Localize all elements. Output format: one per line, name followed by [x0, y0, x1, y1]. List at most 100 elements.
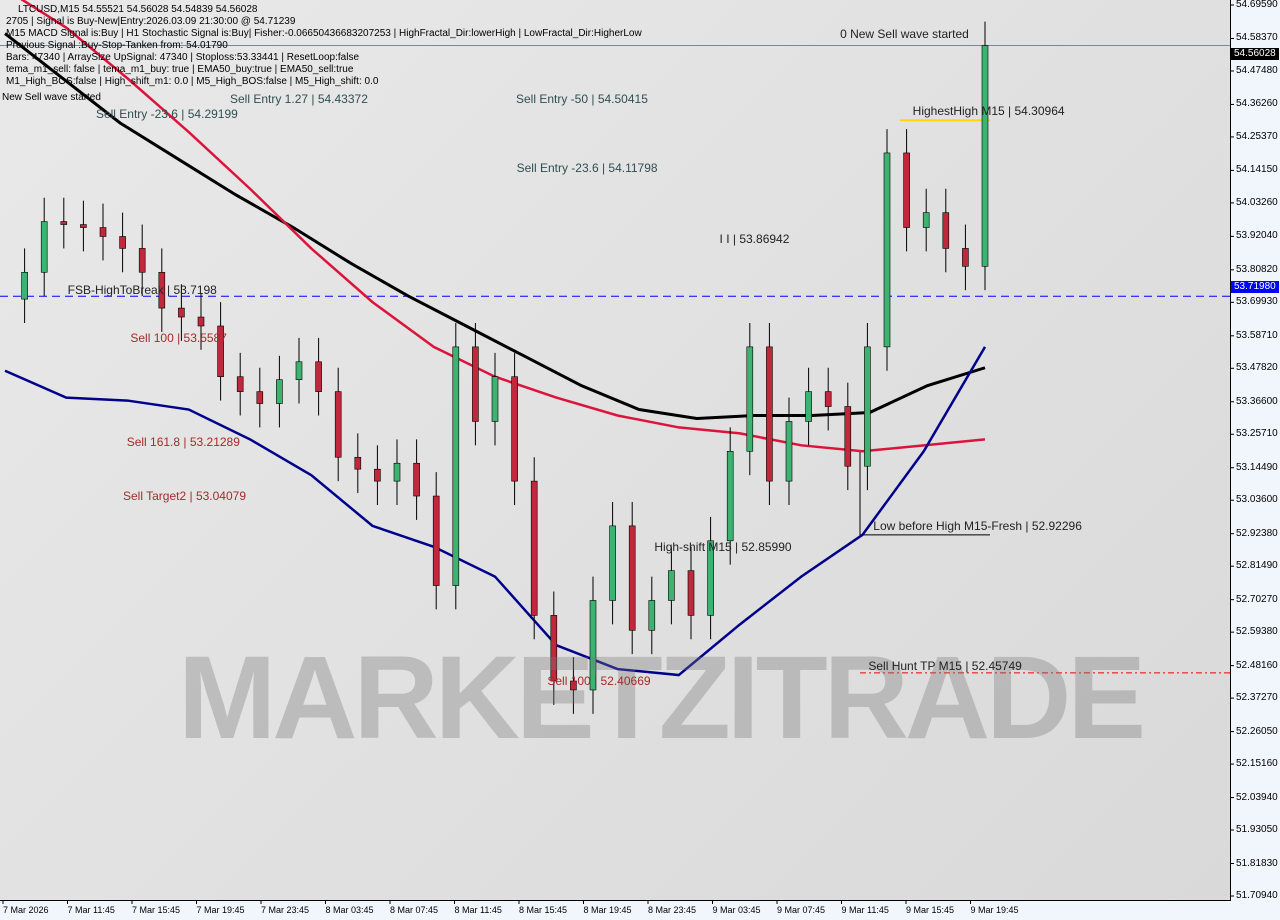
low-before-high-line	[859, 451, 990, 536]
candle	[60, 221, 68, 225]
y-tick-label: 52.15160	[1236, 758, 1278, 770]
x-tick-label: 8 Mar 19:45	[583, 905, 632, 915]
current-price-tag: 54.56028	[1231, 48, 1279, 60]
y-tick-label: 53.80820	[1236, 263, 1278, 275]
level-label: Sell 100 | 53.5587	[130, 330, 227, 345]
x-tick-label: 8 Mar 03:45	[325, 905, 374, 915]
y-tick-label: 51.93050	[1236, 824, 1278, 836]
level-label: FSB-HighToBreak | 53.7198	[67, 283, 217, 298]
level-price-tag: 53.71980	[1231, 281, 1279, 293]
candle	[687, 570, 695, 616]
level-label: Sell Entry -50 | 54.50415	[516, 92, 648, 106]
x-tick-label: 9 Mar 19:45	[970, 905, 1019, 915]
watermark-logo: MARKETZITRADE	[178, 632, 1146, 764]
y-tick-label: 53.03600	[1236, 494, 1278, 506]
y-tick-label: 52.48160	[1236, 659, 1278, 671]
y-tick-label: 52.92380	[1236, 527, 1278, 539]
level-label: High-shift M15 | 52.85990	[654, 539, 792, 554]
y-tick-label: 52.37270	[1236, 692, 1278, 704]
x-tick-label: 7 Mar 2026	[3, 905, 49, 915]
candle	[530, 480, 538, 616]
candle	[21, 271, 28, 300]
level-label: Sell Target2 | 53.04079	[123, 489, 246, 504]
y-tick-label: 52.70270	[1236, 593, 1278, 605]
x-tick-label: 9 Mar 11:45	[841, 905, 889, 915]
y-tick-label: 53.14490	[1236, 461, 1278, 473]
candle	[844, 406, 852, 467]
y-tick-label: 54.03260	[1236, 196, 1278, 208]
candle	[805, 391, 812, 422]
candle	[315, 361, 322, 392]
y-tick-label: 54.69590	[1236, 0, 1278, 10]
candle	[864, 346, 871, 467]
y-tick-label: 52.59380	[1236, 626, 1278, 638]
candle	[883, 152, 891, 348]
candle	[334, 391, 342, 458]
candle	[942, 212, 950, 249]
candle	[40, 221, 48, 273]
candle	[393, 462, 401, 482]
candle	[236, 376, 244, 392]
candle	[374, 468, 381, 482]
candle	[354, 456, 362, 470]
y-tick-label: 53.69930	[1236, 296, 1278, 308]
candle	[491, 376, 499, 422]
overlay-note: New Sell wave started	[2, 92, 101, 103]
candle	[256, 391, 264, 404]
level-label: Sell Entry -23.6 | 54.29199	[95, 107, 238, 122]
info-line: 2705 | Signal is Buy-New|Entry:2026.03.0…	[6, 16, 296, 27]
level-label: Sell Hunt TP M15 | 52.45749	[868, 659, 1022, 674]
candle	[80, 224, 87, 228]
y-tick-label: 54.47480	[1236, 64, 1278, 76]
candle	[432, 495, 440, 586]
candle	[903, 152, 910, 228]
y-tick-label: 53.36600	[1236, 395, 1278, 407]
candle	[550, 615, 558, 682]
y-tick-label: 51.70940	[1236, 890, 1278, 901]
candle	[589, 600, 597, 691]
candle	[119, 236, 126, 249]
moving-average-line	[4, 32, 986, 420]
level-label: I I | 53.86942	[719, 232, 790, 247]
chart-plot-area[interactable]	[0, 0, 1231, 901]
candle	[138, 248, 146, 273]
symbol-line: LTCUSD,M15 54.55521 54.56028 54.54839 54…	[18, 4, 258, 15]
candle	[628, 525, 636, 631]
level-label: 0 New Sell wave started	[840, 26, 969, 41]
y-tick-label: 52.03940	[1236, 791, 1278, 803]
y-tick-label: 53.25710	[1236, 428, 1278, 440]
level-label: Sell 100 | 52.40669	[547, 674, 651, 688]
info-line: M15 MACD Signal is:Buy | H1 Stochastic S…	[6, 28, 642, 39]
candle	[668, 570, 675, 601]
y-tick-label: 51.81830	[1236, 857, 1278, 869]
candle	[472, 346, 479, 422]
candle	[648, 600, 656, 631]
x-tick-label: 8 Mar 07:45	[390, 905, 439, 915]
candle	[981, 45, 989, 267]
candle	[413, 462, 420, 497]
y-tick-label: 53.58710	[1236, 329, 1278, 341]
candle	[178, 307, 185, 318]
candle	[922, 212, 930, 228]
level-label: Low before High M15-Fresh | 52.92296	[873, 518, 1082, 533]
candle	[785, 421, 793, 482]
candle	[511, 376, 518, 482]
candle	[726, 450, 734, 542]
x-tick-label: 7 Mar 11:45	[67, 905, 115, 915]
info-line: Bars: 47340 | ArraySize UpSignal: 47340 …	[6, 52, 360, 63]
x-tick-label: 9 Mar 03:45	[712, 905, 761, 915]
x-tick-label: 8 Mar 15:45	[519, 905, 568, 915]
y-tick-label: 53.92040	[1236, 230, 1278, 242]
candle	[570, 680, 577, 691]
candle	[766, 346, 773, 482]
candle	[609, 525, 616, 601]
candle	[197, 316, 205, 327]
candle	[276, 379, 283, 404]
candle	[452, 346, 460, 586]
y-tick-label: 54.36260	[1236, 98, 1278, 110]
candle	[962, 248, 969, 267]
candle	[295, 361, 303, 380]
x-tick-label: 8 Mar 11:45	[454, 905, 502, 915]
level-label: Sell Entry -23.6 | 54.11798	[516, 160, 658, 175]
